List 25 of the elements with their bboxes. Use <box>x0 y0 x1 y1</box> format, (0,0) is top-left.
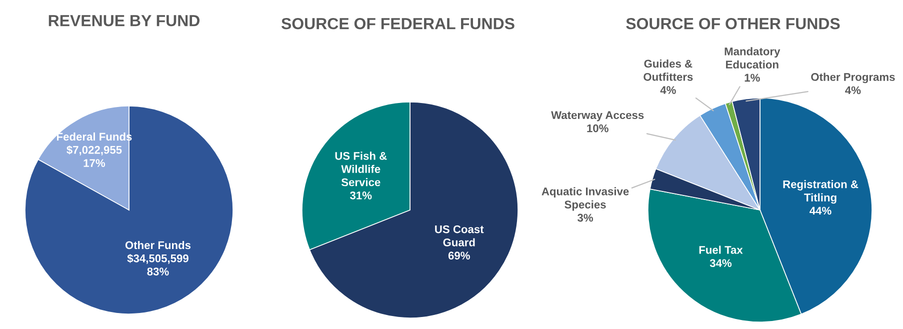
data-label: 1% <box>744 74 760 82</box>
slice-label: Aquatic Invasive Species <box>542 187 629 211</box>
data-label: 69% <box>448 252 470 260</box>
slice-label: US Coast Guard <box>435 225 484 246</box>
slice-label: Other Programs <box>811 72 895 84</box>
data-label: 4% <box>845 86 861 94</box>
data-label: 31% <box>350 191 372 200</box>
slice-label: Other Funds <box>125 240 191 250</box>
slice-label: Guides & Outfitters <box>644 59 693 81</box>
pie-slice <box>24 106 234 314</box>
slice-label: Registration & Titling <box>783 180 858 204</box>
data-label: 3% <box>578 214 594 222</box>
slice-label: US Fish & Wildlife Service <box>335 152 387 186</box>
slice-label: Waterway Access <box>551 111 644 122</box>
data-label: $34,505,599 83% <box>127 254 188 276</box>
chart-title: REVENUE BY FUND <box>48 15 200 26</box>
slice-label: Mandatory Education <box>724 47 780 69</box>
slice-label: Fuel Tax <box>699 246 743 254</box>
data-label: 44% <box>810 206 832 215</box>
chart-title: SOURCE OF FEDERAL FUNDS <box>281 18 514 30</box>
chart-title: SOURCE OF OTHER FUNDS <box>626 18 840 30</box>
data-label: 34% <box>710 259 732 268</box>
data-label: 10% <box>587 124 608 132</box>
data-label: $7,022,955 17% <box>66 145 122 167</box>
data-label: 4% <box>660 86 676 94</box>
